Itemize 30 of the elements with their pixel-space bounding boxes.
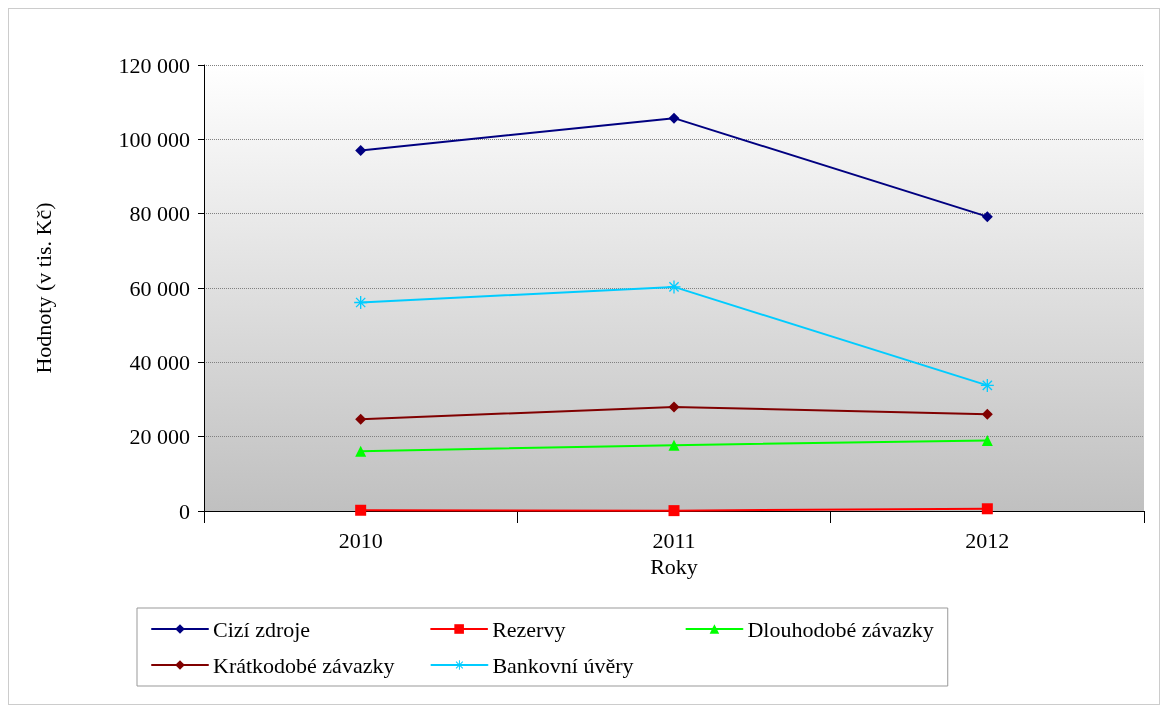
y-tick-label: 100 000 <box>118 126 190 152</box>
point <box>355 445 367 457</box>
point <box>981 503 993 515</box>
x-axis-title: Roky <box>650 554 698 580</box>
point <box>981 408 993 420</box>
y-tick-label: 80 000 <box>129 201 190 227</box>
point <box>668 439 680 451</box>
legend-label: Dlouhodobé závazky <box>747 616 934 642</box>
point <box>355 144 367 156</box>
legend-label: Bankovní úvěry <box>492 652 634 678</box>
point <box>668 112 680 124</box>
legend-label: Cizí zdroje <box>213 616 311 642</box>
point <box>355 504 367 516</box>
y-tick-label: 20 000 <box>129 424 190 450</box>
y-axis-title: Hodnoty (v tis. Kč) <box>30 202 56 374</box>
point <box>355 413 367 425</box>
point <box>981 211 993 223</box>
point <box>981 434 993 446</box>
legend-label: Rezervy <box>492 616 566 642</box>
y-tick-label: 40 000 <box>129 349 190 375</box>
point <box>668 401 680 413</box>
point <box>668 505 680 517</box>
point <box>667 280 681 294</box>
x-tick-label: 2012 <box>965 527 1010 553</box>
legend-label: Krátkodobé závazky <box>213 652 395 678</box>
y-tick-label: 120 000 <box>118 52 190 78</box>
x-tick-label: 2010 <box>338 527 383 553</box>
y-tick-label: 60 000 <box>129 275 190 301</box>
y-tick-label: 0 <box>179 498 190 524</box>
x-tick-label: 2011 <box>652 527 696 553</box>
